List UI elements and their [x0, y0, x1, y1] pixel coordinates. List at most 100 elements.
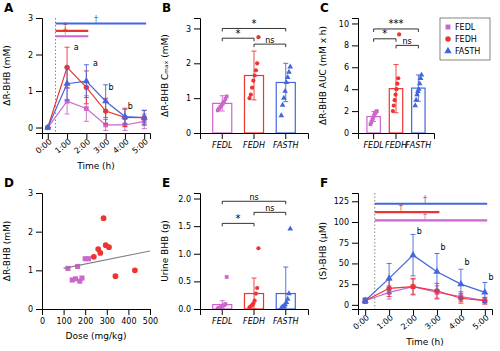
x-tick-mark — [222, 309, 223, 315]
panel-label: B — [162, 1, 171, 15]
x-tick-mark — [396, 133, 397, 139]
figure: 01230:001:002:003:004:005:00†††aabbTime … — [0, 0, 500, 351]
x-tick: FEDL — [212, 309, 232, 326]
y-tick-label: 1 — [28, 266, 33, 275]
y-tick-label: 0 — [28, 305, 33, 314]
x-axis-line — [201, 134, 309, 140]
y-axis: 0123 — [186, 19, 201, 139]
x-axis-title: Time (h) — [76, 161, 115, 171]
significance-label: *** — [389, 18, 404, 29]
x-tick-label: 0:00 — [34, 137, 54, 155]
y-tick: 0 — [28, 124, 42, 133]
y-tick-mark — [194, 28, 200, 29]
x-tick-label: 3:00 — [92, 137, 112, 155]
point — [253, 73, 257, 77]
x-tick: 1:00 — [53, 133, 73, 156]
point — [411, 284, 416, 289]
y-axis-title: Urine BHB (g) — [160, 220, 170, 282]
x-tick-label: FEDH — [243, 317, 265, 326]
bar — [412, 88, 425, 133]
x-tick: 0 — [40, 309, 45, 326]
y-tick: 25 — [339, 280, 358, 289]
y-tick: 10 — [339, 20, 358, 29]
x-tick-label: 2:00 — [399, 313, 419, 331]
significance-label: ns — [265, 36, 274, 45]
series-line — [365, 287, 485, 301]
x-tick: FASTH — [406, 133, 432, 150]
panel: 01230100200300400500Dose (mg/kg)ΔR-BHB (… — [2, 176, 158, 341]
point — [83, 77, 90, 83]
y-tick-label: 1.0 — [178, 250, 191, 259]
y-tick: 125 — [334, 197, 358, 206]
y-tick-label: 125 — [334, 197, 349, 206]
y-tick-mark — [36, 55, 42, 56]
y-axis-line — [352, 194, 359, 310]
series-line — [365, 255, 485, 301]
x-axis: 0:001:002:003:004:005:00 — [34, 133, 150, 156]
point — [44, 123, 51, 129]
point — [249, 93, 253, 97]
y-tick-mark — [194, 199, 200, 200]
annotation: b — [128, 102, 133, 111]
point — [409, 251, 416, 257]
y-tick-label: 3 — [28, 14, 33, 23]
annotations: *nsns — [222, 193, 286, 227]
x-axis-line — [359, 134, 435, 140]
y-tick-label: 4 — [344, 85, 349, 94]
point — [280, 102, 286, 107]
y-tick-label: 0.5 — [178, 277, 191, 286]
y-axis: 0.00.51.01.52.0 — [178, 194, 200, 315]
x-axis-line — [43, 134, 151, 140]
y-tick: 0 — [28, 305, 42, 314]
y-tick-label: 0.0 — [178, 305, 191, 314]
y-tick-mark — [352, 67, 358, 68]
y-tick: 2 — [186, 59, 200, 68]
panel-label: F — [320, 176, 328, 190]
y-tick: 1 — [28, 266, 42, 275]
y-tick-mark — [36, 193, 42, 194]
x-tick-label: FEDH — [243, 141, 265, 150]
point — [285, 296, 291, 301]
y-tick-label: 50 — [339, 259, 349, 268]
y-tick-label: 0 — [186, 129, 191, 138]
x-tick-label: 1:00 — [53, 137, 73, 155]
x-tick-label: 4:00 — [111, 137, 131, 155]
y-axis: 0255075100125 — [334, 194, 359, 310]
y-tick-mark — [36, 91, 42, 92]
y-axis-line — [194, 19, 201, 134]
panel: 0246810FEDLFEDHFASTH*ns***FEDLFEDHFASTHΔ… — [318, 1, 490, 150]
x-tick: 4:00 — [447, 309, 467, 332]
y-tick-mark — [194, 281, 200, 282]
x-tick: 3:00 — [423, 309, 443, 332]
y-axis: 0123 — [28, 14, 43, 133]
y-tick: 8 — [344, 41, 358, 50]
y-tick: 3 — [186, 25, 200, 34]
x-tick: 5:00 — [130, 133, 150, 156]
significance-label: ns — [265, 204, 274, 213]
y-axis: 0246810 — [339, 19, 359, 139]
point — [287, 226, 293, 231]
y-tick-label: 0 — [28, 124, 33, 133]
point — [106, 244, 112, 250]
point — [256, 246, 260, 250]
y-axis-line — [352, 19, 359, 134]
y-tick-label: 100 — [334, 218, 349, 227]
y-tick-mark — [36, 232, 42, 233]
x-tick: FEDL — [364, 133, 384, 150]
point — [250, 86, 254, 90]
legend-label: FEDL — [455, 23, 476, 32]
point — [97, 250, 103, 256]
plot-area — [367, 32, 425, 133]
significance-bar — [375, 203, 487, 205]
y-tick-label: 0 — [344, 129, 349, 138]
x-tick-label: 0 — [40, 317, 45, 326]
x-tick-label: FASTH — [273, 317, 299, 326]
point — [396, 76, 400, 80]
x-tick-label: FEDH — [385, 141, 407, 150]
x-tick-label: 2:00 — [73, 137, 93, 155]
y-tick-mark — [352, 23, 358, 24]
y-tick: 1 — [28, 87, 42, 96]
significance-label: † — [423, 195, 427, 204]
point — [64, 80, 71, 86]
x-tick-label: 0:00 — [351, 313, 371, 331]
